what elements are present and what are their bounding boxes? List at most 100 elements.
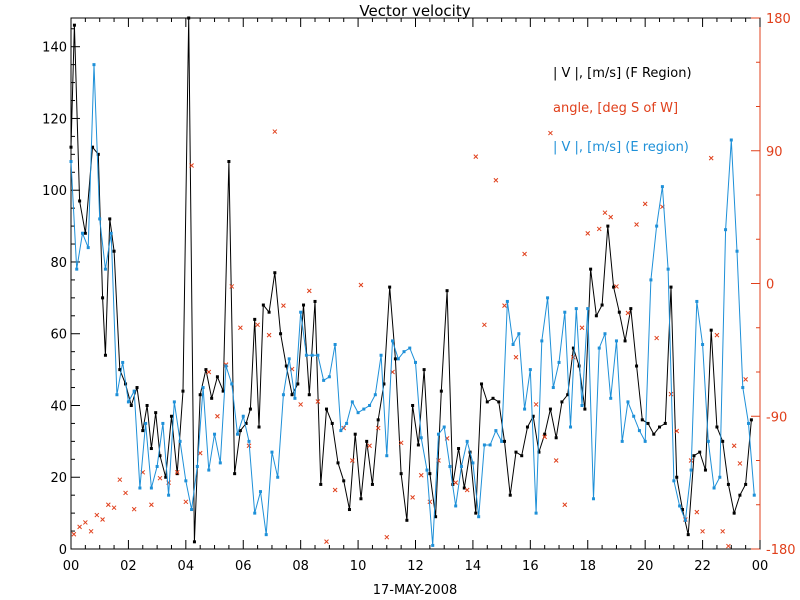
x-axis-label: 17-MAY-2008: [373, 583, 458, 598]
series-e_region: [69, 63, 756, 547]
e_region-point-4: [92, 63, 96, 67]
e_region-point-32: [253, 511, 257, 515]
e_region-point-63: [431, 543, 435, 547]
e_region-point-49: [350, 400, 354, 404]
f_region-point-17: [154, 411, 158, 415]
f_region-point-59: [388, 285, 392, 289]
f_region-point-50: [336, 461, 340, 465]
e_region-point-46: [333, 342, 337, 346]
f_region-point-115: [709, 328, 713, 332]
angle-point-44: [418, 472, 424, 478]
f_region-point-19: [164, 475, 168, 479]
e_region-point-10: [126, 400, 130, 404]
e_region-point-0: [69, 160, 73, 164]
e_region-point-5: [98, 217, 102, 221]
e_region-point-39: [293, 396, 297, 400]
right-tick-label-1: -90: [766, 410, 787, 425]
f_region-point-7: [103, 353, 107, 357]
angle-point-73: [668, 391, 674, 397]
f_region-point-89: [560, 400, 564, 404]
f_region-point-0: [69, 145, 73, 149]
f_region-point-12: [129, 403, 133, 407]
angle-point-40: [384, 534, 390, 540]
f_region-point-92: [577, 364, 581, 368]
angle-point-79: [708, 155, 714, 161]
f_region-point-111: [686, 533, 690, 537]
f_region-point-36: [257, 425, 261, 429]
f_region-point-63: [411, 403, 415, 407]
series-angle: [71, 129, 748, 549]
angle-point-81: [720, 528, 726, 534]
e_region-point-85: [557, 360, 561, 364]
angle-point-23: [238, 325, 243, 331]
e_region-point-6: [103, 267, 107, 271]
e_region-point-108: [689, 468, 693, 472]
angle-point-2: [83, 520, 88, 525]
f_region-point-43: [296, 382, 300, 386]
x-tick-label-4: 08: [292, 559, 309, 574]
e_region-point-112: [712, 486, 716, 490]
f_region-point-88: [554, 436, 558, 440]
angle-point-38: [367, 443, 372, 449]
f_region-point-97: [606, 224, 610, 228]
left-axis: 0 20 40 60 80 100 120 140: [42, 28, 80, 558]
e_region-point-54: [379, 353, 383, 357]
f_region-point-2: [78, 199, 82, 203]
f_region-point-112: [692, 454, 696, 458]
e_region-point-92: [597, 346, 601, 350]
x-tick-label-10: 20: [637, 559, 654, 574]
right-tick-label-0: -180: [766, 543, 796, 558]
e_region-point-69: [465, 439, 469, 443]
x-tick-label-7: 14: [465, 559, 482, 574]
e_region-point-50: [356, 411, 360, 415]
angle-point-49: [464, 487, 470, 493]
angle-point-78: [700, 528, 705, 534]
angle-point-27: [272, 129, 278, 134]
angle-point-8: [117, 477, 123, 483]
e_region-point-59: [408, 346, 412, 350]
angle-point-5: [100, 517, 105, 522]
e_region-point-75: [500, 439, 504, 443]
e_region-point-15: [155, 464, 159, 468]
angle-point-15: [174, 469, 180, 475]
f_region-point-66: [428, 472, 432, 476]
angle-point-61: [571, 354, 576, 360]
angle-point-52: [493, 177, 499, 183]
f_region-point-62: [405, 518, 409, 522]
e_region-point-58: [402, 350, 406, 354]
e_region-point-83: [546, 296, 550, 300]
f_region-point-90: [566, 393, 570, 397]
e_region-point-17: [167, 493, 171, 497]
f_region-point-69: [445, 289, 449, 293]
x-tick-label-8: 16: [522, 559, 539, 574]
e_region-point-106: [678, 504, 682, 508]
e_region-point-117: [741, 386, 745, 390]
angle-point-60: [562, 502, 568, 508]
angle-point-3: [88, 528, 94, 534]
f_region-point-16: [149, 447, 153, 451]
e_region-point-1: [75, 267, 79, 271]
e_region-point-13: [144, 421, 148, 425]
f_region-point-79: [502, 439, 506, 443]
e_region-point-51: [362, 407, 366, 411]
plot-frame: [70, 17, 761, 550]
f_region-point-26: [204, 368, 208, 372]
e_region-point-20: [184, 479, 188, 483]
x-tick-label-11: 22: [694, 559, 711, 574]
angle-point-39: [375, 425, 381, 431]
x-axis: 00 02 04 06 08 10 12 14 16 18 20 22 00: [63, 18, 768, 574]
f_region-point-24: [192, 540, 196, 544]
angle-point-58: [548, 130, 553, 136]
f_region-point-110: [680, 508, 684, 512]
f_region-point-23: [187, 16, 191, 20]
legend-f-region: | V |, [m/s] (F Region): [553, 66, 692, 81]
e_region-point-77: [511, 342, 515, 346]
e_region-point-87: [569, 425, 573, 429]
e_region-point-64: [436, 432, 440, 436]
angle-point-56: [533, 402, 539, 407]
e_region-point-27: [224, 364, 228, 368]
angle-point-53: [502, 303, 507, 308]
angle-point-17: [189, 163, 194, 168]
f_region-point-65: [422, 368, 426, 372]
f_region-point-113: [698, 450, 702, 454]
